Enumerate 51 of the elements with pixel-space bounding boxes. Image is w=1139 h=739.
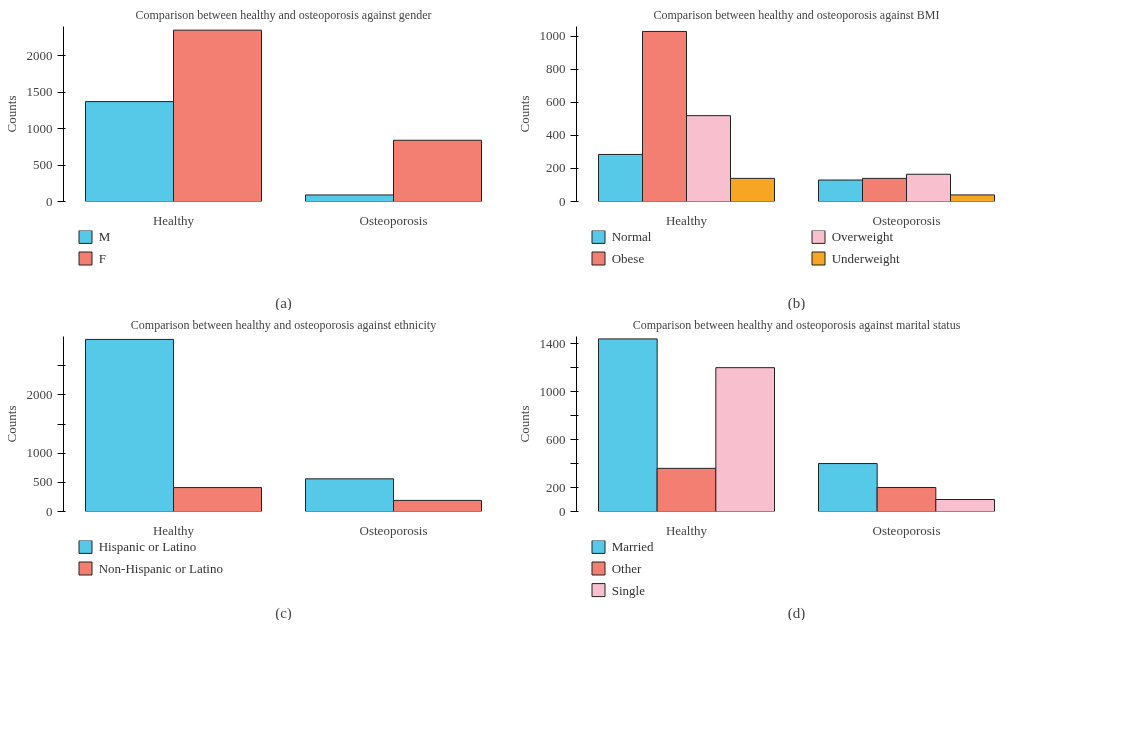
y-tick-label: 200 xyxy=(546,479,566,495)
y-tick-label: 0 xyxy=(559,503,566,519)
x-tick-label: Osteoporosis xyxy=(359,522,428,538)
legend-label: M xyxy=(98,229,111,245)
y-tick-label: 500 xyxy=(33,474,53,490)
chart-title: Comparison between healthy and osteoporosis against gender xyxy=(135,7,432,22)
legend-label: F xyxy=(98,251,106,266)
y-tick-label: 2000 xyxy=(26,47,53,63)
y-axis-title: Counts xyxy=(3,95,19,133)
y-tick-label: 0 xyxy=(46,503,53,519)
legend-label: Underweight xyxy=(831,251,900,266)
legend-label: Obese xyxy=(611,251,645,266)
y-tick-label: 200 xyxy=(546,160,566,176)
y-tick-label: 1000 xyxy=(26,120,53,136)
legend-label: Single xyxy=(611,582,646,598)
y-tick-label: 1000 xyxy=(539,383,566,399)
x-tick-label: Healthy xyxy=(152,212,195,228)
text: (d) xyxy=(787,604,806,622)
y-tick-label: 1400 xyxy=(539,335,566,351)
y-axis-title: Counts xyxy=(516,405,532,443)
y-tick-label: 1000 xyxy=(26,445,53,461)
y-tick-label: 0 xyxy=(46,193,53,209)
y-tick-label: 400 xyxy=(546,127,566,143)
legend-label: Non-Hispanic or Latino xyxy=(98,561,223,576)
x-tick-label: Healthy xyxy=(152,522,195,538)
y-tick-label: 600 xyxy=(546,94,566,110)
y-tick-label: 500 xyxy=(33,157,53,173)
text: (a) xyxy=(275,294,292,312)
chart-title: Comparison between healthy and osteoporosis against marital status xyxy=(632,317,961,332)
y-tick-label: 2000 xyxy=(26,386,53,402)
legend-label: Married xyxy=(611,539,655,555)
chart-title: Comparison between healthy and osteoporosis against ethnicity xyxy=(130,317,437,332)
y-tick-label: 800 xyxy=(546,61,566,77)
x-tick-label: Osteoporosis xyxy=(872,212,941,228)
chart-title: Comparison between healthy and osteoporosis against BMI xyxy=(653,7,940,22)
legend-label: Hispanic or Latino xyxy=(98,539,197,555)
y-tick-label: 1500 xyxy=(26,84,53,100)
y-axis-title: Counts xyxy=(516,95,532,133)
x-tick-label: Healthy xyxy=(665,522,708,538)
legend-label: Normal xyxy=(611,229,652,245)
y-tick-label: 600 xyxy=(546,431,566,447)
x-tick-label: Healthy xyxy=(665,212,708,228)
text: (b) xyxy=(787,294,806,312)
x-tick-label: Osteoporosis xyxy=(359,212,428,228)
legend-label: Overweight xyxy=(831,229,894,245)
y-tick-label: 0 xyxy=(559,193,566,209)
x-tick-label: Osteoporosis xyxy=(872,522,941,538)
y-axis-title: Counts xyxy=(3,405,19,443)
legend-label: Other xyxy=(611,561,642,576)
y-tick-label: 1000 xyxy=(539,28,566,44)
text: (c) xyxy=(275,604,292,622)
